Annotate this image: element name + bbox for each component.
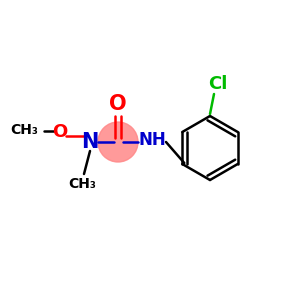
- Circle shape: [98, 122, 138, 162]
- Text: CH₃: CH₃: [68, 177, 96, 191]
- Text: Cl: Cl: [208, 75, 228, 93]
- Text: N: N: [81, 132, 99, 152]
- Text: NH: NH: [138, 131, 166, 149]
- Text: O: O: [109, 94, 127, 114]
- Text: CH₃: CH₃: [10, 123, 38, 137]
- Text: O: O: [52, 123, 68, 141]
